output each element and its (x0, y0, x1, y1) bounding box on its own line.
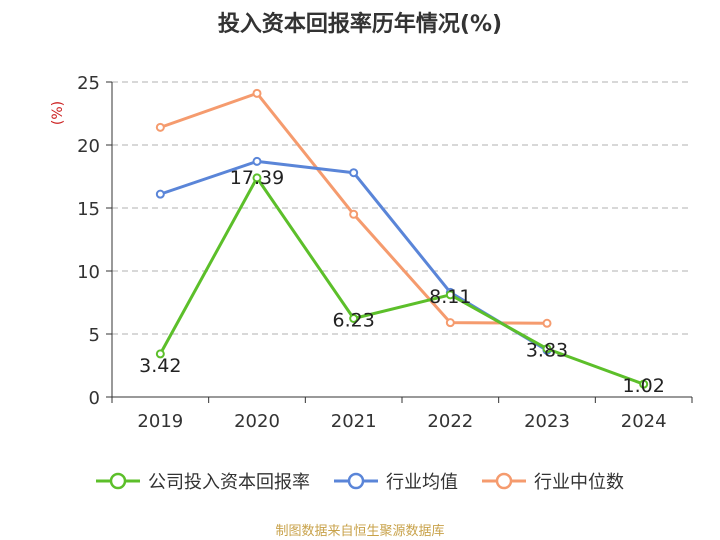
source-note: 制图数据来自恒生聚源数据库 (275, 524, 445, 539)
legend: 公司投入资本回报率 行业均值 行业中位数 (0, 468, 720, 494)
data-label: 17.39 (230, 167, 284, 189)
y-tick-label: 10 (77, 262, 100, 283)
series-layer (155, 88, 649, 389)
grid-layer (112, 81, 692, 335)
legend-circle (495, 472, 513, 490)
series-line (159, 176, 645, 386)
legend-circle (347, 472, 365, 490)
data-point (445, 318, 455, 328)
data-point (252, 156, 262, 166)
data-point (155, 122, 165, 132)
legend-label: 行业均值 (386, 472, 458, 493)
y-tick-label: 20 (77, 136, 100, 157)
legend-item[interactable]: 行业中位数 (482, 468, 624, 494)
legend-item[interactable]: 行业均值 (334, 468, 458, 494)
legend-label: 公司投入资本回报率 (148, 472, 310, 493)
data-point (349, 209, 359, 219)
data-point (155, 189, 165, 199)
data-point (252, 88, 262, 98)
data-label: 8.11 (429, 286, 471, 308)
legend-marker-icon (482, 472, 526, 490)
legend-label: 行业中位数 (534, 472, 624, 493)
legend-circle (109, 472, 127, 490)
legend-marker-icon (334, 472, 378, 490)
data-point (445, 290, 455, 300)
axis-layer: 0 5 10 15 20 25 2019 2020 2021 2022 2023 2024 (77, 73, 693, 432)
x-tick-label: 2020 (234, 411, 280, 432)
x-tick-label: 2021 (331, 411, 377, 432)
x-tick-label: 2019 (137, 411, 183, 432)
data-label: 3.42 (139, 355, 181, 377)
legend-item[interactable]: 公司投入资本回报率 (96, 468, 310, 494)
x-tick-label: 2023 (524, 411, 570, 432)
data-point (252, 173, 262, 183)
y-tick-label: 15 (77, 199, 100, 220)
data-point (349, 314, 359, 324)
legend-marker-icon (96, 472, 140, 490)
data-label: 3.83 (526, 340, 568, 362)
data-label: 6.23 (333, 310, 375, 332)
y-tick-label: 0 (89, 388, 100, 409)
data-point (349, 168, 359, 178)
data-point (542, 344, 552, 354)
y-axis-label: (%) (50, 101, 66, 125)
data-point (639, 379, 649, 389)
y-tick-label: 25 (77, 73, 100, 94)
data-label-layer: 3.42 17.39 6.23 8.11 3.83 1.02 (139, 167, 665, 397)
data-label: 1.02 (623, 375, 665, 397)
chart-title: 投入资本回报率历年情况(%) (217, 12, 503, 37)
x-tick-label: 2024 (621, 411, 667, 432)
x-tick-label: 2022 (427, 411, 473, 432)
y-tick-label: 5 (89, 325, 100, 346)
data-point (155, 349, 165, 359)
data-point (542, 318, 552, 328)
